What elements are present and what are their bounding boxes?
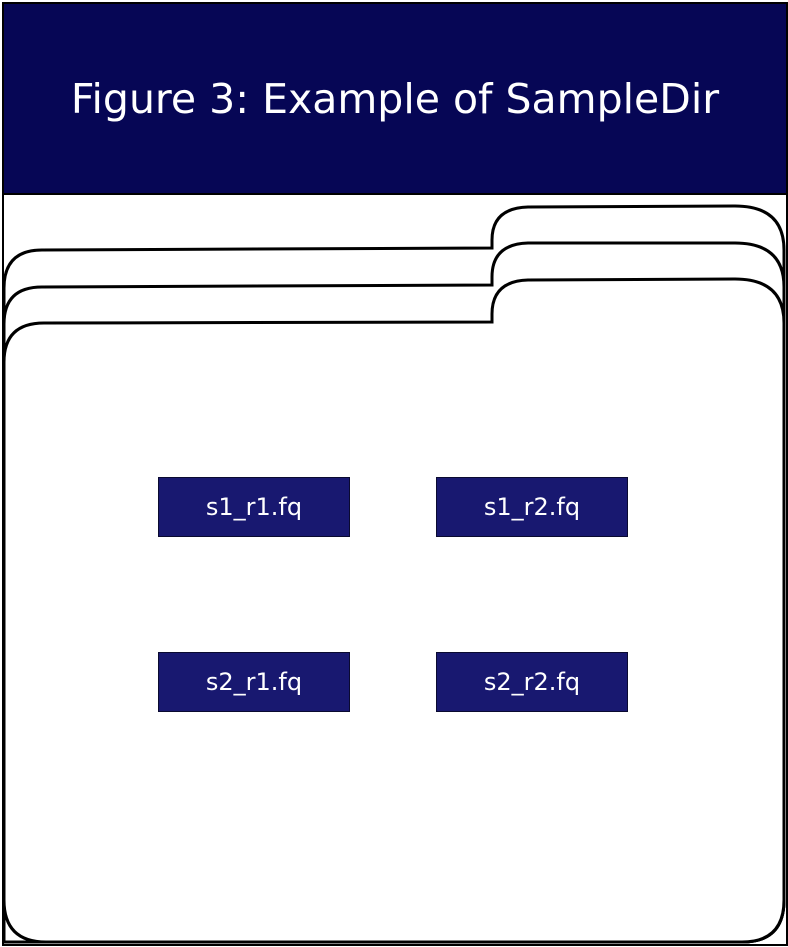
- file-label: s1_r2.fq: [483, 493, 581, 521]
- file-label: s1_r1.fq: [205, 493, 303, 521]
- file-s1-r1: s1_r1.fq: [158, 477, 350, 537]
- figure-title: Figure 3: Example of SampleDir: [70, 74, 720, 123]
- file-s1-r2: s1_r2.fq: [436, 477, 628, 537]
- folder-icon: [2, 277, 786, 944]
- file-label: s2_r1.fq: [205, 668, 303, 696]
- file-label: s2_r2.fq: [483, 668, 581, 696]
- figure-header: Figure 3: Example of SampleDir: [4, 4, 786, 195]
- file-s2-r2: s2_r2.fq: [436, 652, 628, 712]
- file-s2-r1: s2_r1.fq: [158, 652, 350, 712]
